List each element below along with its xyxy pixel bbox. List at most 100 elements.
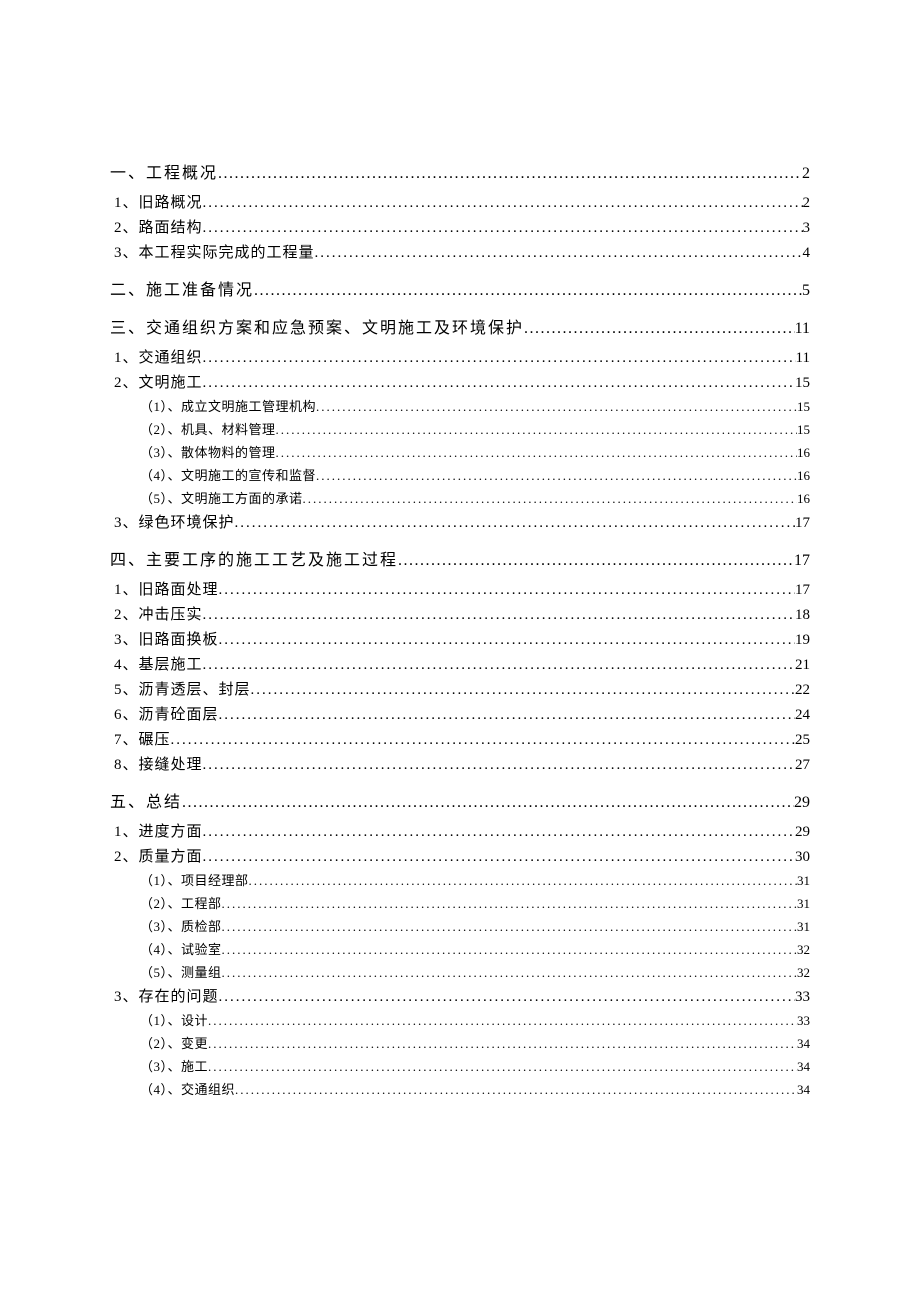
toc-entry: 五、总结 29 [110, 788, 810, 812]
toc-leader [208, 1036, 797, 1052]
toc-leader [219, 989, 795, 1006]
toc-label: （3）、散体物料的管理 [140, 442, 276, 461]
toc-page: 3 [803, 220, 811, 237]
toc-label: 2、冲击压实 [114, 603, 203, 624]
toc-label: （2）、工程部 [140, 893, 222, 912]
toc-page: 31 [797, 919, 810, 935]
toc-entry: （5）、测量组 32 [110, 962, 810, 981]
toc-entry: 4、基层施工 21 [110, 653, 810, 674]
toc-page: 11 [795, 320, 810, 338]
table-of-contents: 一、工程概况 2 1、旧路概况 2 2、路面结构 3 3、本工程实际完成的工程量… [110, 159, 810, 1098]
toc-label: 3、绿色环境保护 [114, 511, 235, 532]
toc-label: 2、文明施工 [114, 371, 203, 392]
toc-label: 1、交通组织 [114, 346, 203, 367]
toc-leader [235, 1082, 797, 1098]
toc-leader [203, 375, 795, 392]
toc-entry: 一、工程概况 2 [110, 159, 810, 183]
toc-page: 4 [803, 245, 811, 262]
toc-page: 16 [797, 445, 810, 461]
toc-leader [203, 824, 795, 841]
toc-label: 五、总结 [110, 788, 182, 812]
toc-page: 32 [797, 942, 810, 958]
toc-page: 2 [802, 165, 810, 183]
toc-leader [276, 445, 797, 461]
toc-entry: 3、旧路面换板 19 [110, 628, 810, 649]
toc-label: 3、存在的问题 [114, 985, 219, 1006]
toc-label: 6、沥青砼面层 [114, 703, 219, 724]
toc-entry: （1）、设计 33 [110, 1010, 810, 1029]
toc-leader [303, 491, 797, 507]
toc-page: 29 [795, 824, 810, 841]
toc-page: 30 [795, 849, 810, 866]
toc-entry: （2）、工程部 31 [110, 893, 810, 912]
toc-entry: 7、碾压 25 [110, 728, 810, 749]
toc-leader [316, 468, 797, 484]
toc-page: 11 [796, 350, 810, 367]
toc-page: 17 [794, 552, 810, 570]
toc-entry: （1）、成立文明施工管理机构 15 [110, 396, 810, 415]
toc-entry: 四、主要工序的施工工艺及施工过程 17 [110, 546, 810, 570]
toc-entry: 1、旧路面处理 17 [110, 578, 810, 599]
toc-leader [219, 582, 795, 599]
toc-leader [222, 942, 797, 958]
toc-page: 29 [794, 794, 810, 812]
toc-label: 四、主要工序的施工工艺及施工过程 [110, 546, 398, 570]
toc-page: 15 [795, 375, 810, 392]
toc-leader [219, 632, 795, 649]
toc-page: 5 [802, 282, 810, 300]
toc-entry: （5）、文明施工方面的承诺 16 [110, 488, 810, 507]
toc-label: 7、碾压 [114, 728, 171, 749]
toc-leader [208, 1059, 797, 1075]
toc-leader [251, 682, 795, 699]
toc-label: （1）、项目经理部 [140, 870, 249, 889]
toc-entry: （3）、质检部 31 [110, 916, 810, 935]
toc-entry: 6、沥青砼面层 24 [110, 703, 810, 724]
toc-entry: （4）、交通组织 34 [110, 1079, 810, 1098]
toc-entry: （4）、文明施工的宣传和监督 16 [110, 465, 810, 484]
toc-label: （5）、文明施工方面的承诺 [140, 488, 303, 507]
toc-leader [219, 707, 795, 724]
toc-leader [276, 422, 797, 438]
toc-leader [235, 515, 795, 532]
toc-page: 34 [797, 1036, 810, 1052]
toc-entry: 5、沥青透层、封层 22 [110, 678, 810, 699]
toc-page: 17 [795, 515, 810, 532]
toc-label: 4、基层施工 [114, 653, 203, 674]
toc-page: 15 [797, 422, 810, 438]
toc-page: 25 [795, 732, 810, 749]
toc-entry: 3、存在的问题 33 [110, 985, 810, 1006]
toc-label: （2）、机具、材料管理 [140, 419, 276, 438]
toc-entry: 1、进度方面 29 [110, 820, 810, 841]
toc-label: 2、路面结构 [114, 216, 203, 237]
toc-entry: （4）、试验室 32 [110, 939, 810, 958]
toc-leader [222, 896, 797, 912]
toc-leader [249, 873, 797, 889]
toc-label: 三、交通组织方案和应急预案、文明施工及环境保护 [110, 314, 524, 338]
toc-leader [203, 849, 795, 866]
toc-label: （1）、成立文明施工管理机构 [140, 396, 316, 415]
toc-page: 18 [795, 607, 810, 624]
toc-page: 16 [797, 491, 810, 507]
toc-leader [203, 607, 795, 624]
toc-label: 2、质量方面 [114, 845, 203, 866]
toc-label: （4）、交通组织 [140, 1079, 235, 1098]
toc-label: 1、旧路概况 [114, 191, 203, 212]
toc-entry: （3）、施工 34 [110, 1056, 810, 1075]
toc-page: 22 [795, 682, 810, 699]
toc-label: 二、施工准备情况 [110, 276, 254, 300]
toc-page: 33 [795, 989, 810, 1006]
toc-leader [171, 732, 795, 749]
toc-leader [222, 919, 797, 935]
toc-entry: 二、施工准备情况 5 [110, 276, 810, 300]
toc-leader [182, 794, 794, 812]
toc-entry: （2）、机具、材料管理 15 [110, 419, 810, 438]
toc-entry: 1、旧路概况 2 [110, 191, 810, 212]
toc-page: 16 [797, 468, 810, 484]
toc-entry: 8、接缝处理 27 [110, 753, 810, 774]
toc-leader [203, 657, 795, 674]
toc-page: 33 [797, 1013, 810, 1029]
toc-page: 34 [797, 1082, 810, 1098]
toc-leader [398, 552, 794, 570]
toc-page: 32 [797, 965, 810, 981]
toc-leader [208, 1013, 797, 1029]
